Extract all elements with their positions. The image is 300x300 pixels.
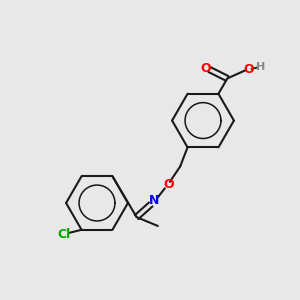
Text: H: H xyxy=(256,62,266,72)
Text: O: O xyxy=(201,62,212,75)
Text: O: O xyxy=(243,62,254,76)
Text: Cl: Cl xyxy=(58,228,71,241)
Text: N: N xyxy=(149,194,160,207)
Text: O: O xyxy=(163,178,174,191)
